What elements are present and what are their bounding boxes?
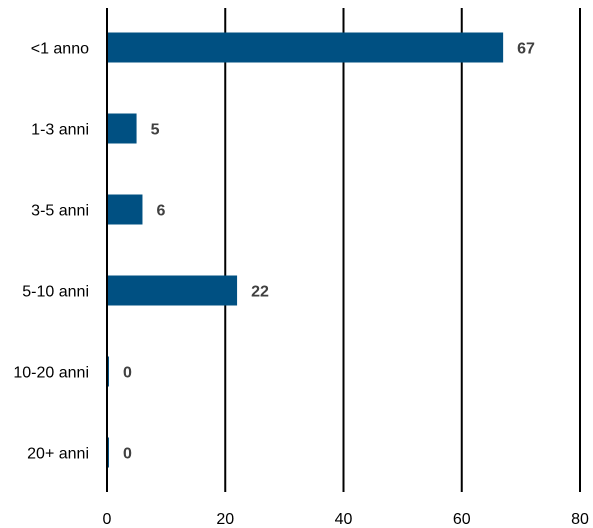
category-labels: <1 anno 1-3 anni 3-5 anni 5-10 anni 10-20 an… xyxy=(13,41,89,463)
data-label: 22 xyxy=(251,284,269,301)
x-tick-label: 60 xyxy=(453,511,471,528)
category-label: 10-20 anni xyxy=(13,365,89,382)
x-tick-label: 80 xyxy=(571,511,589,528)
category-label: 20+ anni xyxy=(27,446,89,463)
bar xyxy=(107,113,137,144)
x-axis-tick-labels: 0 20 40 60 80 xyxy=(103,511,589,528)
bar xyxy=(107,32,504,63)
category-label: 5-10 anni xyxy=(22,284,89,301)
category-label: 1-3 anni xyxy=(31,122,89,139)
x-tick-label: 20 xyxy=(216,511,234,528)
data-label: 67 xyxy=(517,41,535,58)
x-tick-label: 40 xyxy=(335,511,353,528)
data-label: 5 xyxy=(151,122,160,139)
bar xyxy=(107,275,238,306)
data-label: 0 xyxy=(123,446,132,463)
data-labels: 67 5 6 22 0 0 xyxy=(123,41,535,463)
gridlines xyxy=(224,8,581,492)
bar xyxy=(107,194,143,225)
x-tick-label: 0 xyxy=(103,511,112,528)
category-label: <1 anno xyxy=(31,41,89,58)
data-label: 0 xyxy=(123,365,132,382)
data-label: 6 xyxy=(156,203,165,220)
bars xyxy=(107,32,504,468)
category-label: 3-5 anni xyxy=(31,203,89,220)
